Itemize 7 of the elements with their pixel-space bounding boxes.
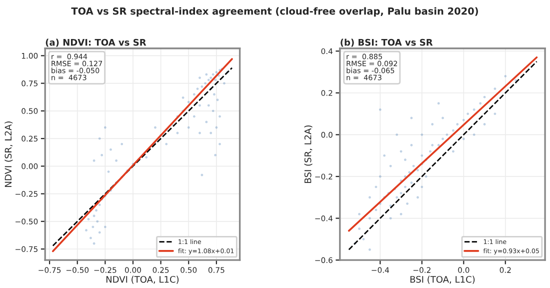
y-axis-title: NDVI (SR, L2A) [4,122,13,187]
chart-title: (a) NDVI: TOA vs SR [46,38,146,47]
x-axis-title: NDVI (TOA, L1C) [106,276,179,284]
chart-title: (b) BSI: TOA vs SR [340,38,433,47]
x-axis-title: BSI (TOA, L1C) [410,276,475,284]
y-axis-title: BSI (SR, L2A) [304,125,312,183]
text: TOA vs SR spectral-index agreement (cloud-free overlap, Palu basin 2020) [71,7,478,17]
